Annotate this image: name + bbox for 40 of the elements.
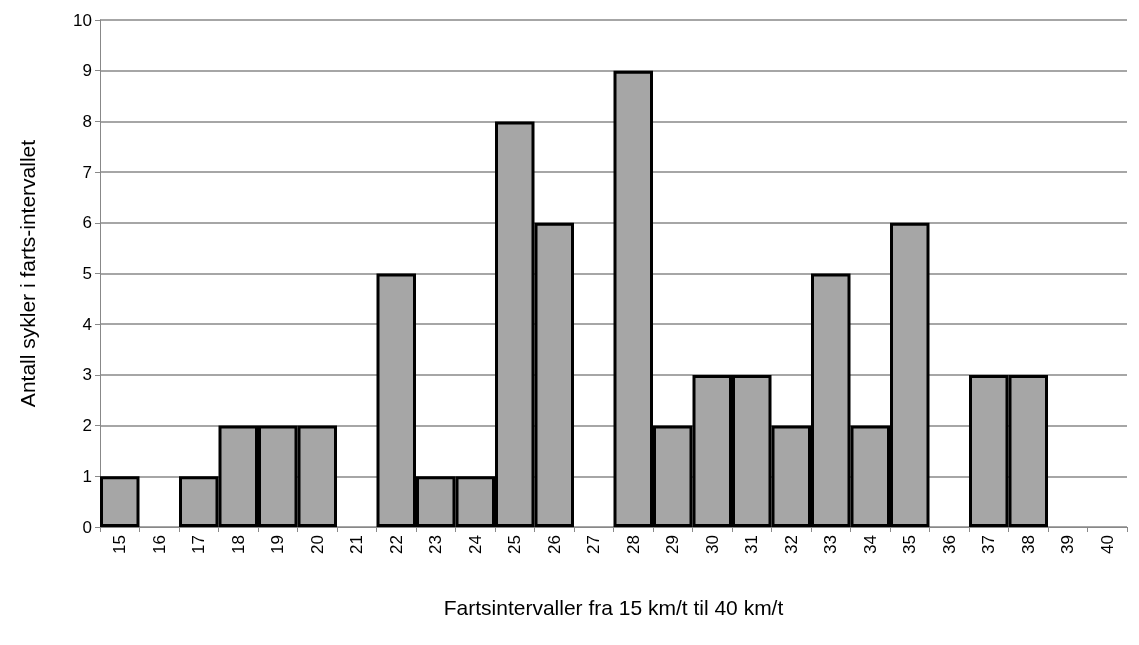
x-tick-label: 22: [386, 535, 406, 554]
y-tick-label: 6: [82, 213, 92, 233]
bar: [100, 476, 140, 527]
y-tick-label: 4: [82, 314, 92, 334]
x-tick-label: 19: [268, 535, 288, 554]
x-tick-label: 33: [821, 535, 841, 554]
y-tick-label: 8: [82, 111, 92, 131]
x-tick-label: 40: [1097, 535, 1117, 554]
y-tick-label: 1: [82, 466, 92, 486]
x-tick-label: 24: [465, 535, 485, 554]
x-tick-label: 16: [149, 535, 169, 554]
x-tick-label: 30: [702, 535, 722, 554]
x-tick-label: 35: [900, 535, 920, 554]
y-tick-label: 3: [82, 365, 92, 385]
x-tick-label: 39: [1058, 535, 1078, 554]
x-tick-label: 32: [781, 535, 801, 554]
y-axis-title: Antall sykler i farts-intervallet: [16, 139, 39, 408]
x-tick-label: 28: [623, 535, 643, 554]
x-tick-label: 27: [584, 535, 604, 554]
x-tick-label: 25: [505, 535, 525, 554]
x-tick-label: 15: [110, 535, 130, 554]
x-tick-label: 36: [939, 535, 959, 554]
y-tick-label: 2: [82, 416, 92, 436]
x-tick-label: 26: [544, 535, 564, 554]
x-tick-label: 34: [860, 535, 880, 554]
x-tick-label: 29: [663, 535, 683, 554]
x-tick-label: 38: [1018, 535, 1038, 554]
y-tick-label: 0: [82, 517, 92, 537]
y-tick-label: 7: [82, 162, 92, 182]
x-tick-label: 21: [347, 535, 367, 554]
x-tick-label: 17: [189, 535, 209, 554]
x-tick-label: 20: [307, 535, 327, 554]
x-tick-label: 18: [228, 535, 248, 554]
x-tick-label: 23: [426, 535, 446, 554]
x-axis-title: Fartsintervaller fra 15 km/t til 40 km/t: [443, 596, 784, 619]
y-tick-label: 10: [73, 10, 92, 30]
x-tick-label: 31: [742, 535, 762, 554]
y-tick-label: 9: [82, 61, 92, 81]
x-tick-label: 37: [979, 535, 999, 554]
y-tick-label: 5: [82, 264, 92, 283]
